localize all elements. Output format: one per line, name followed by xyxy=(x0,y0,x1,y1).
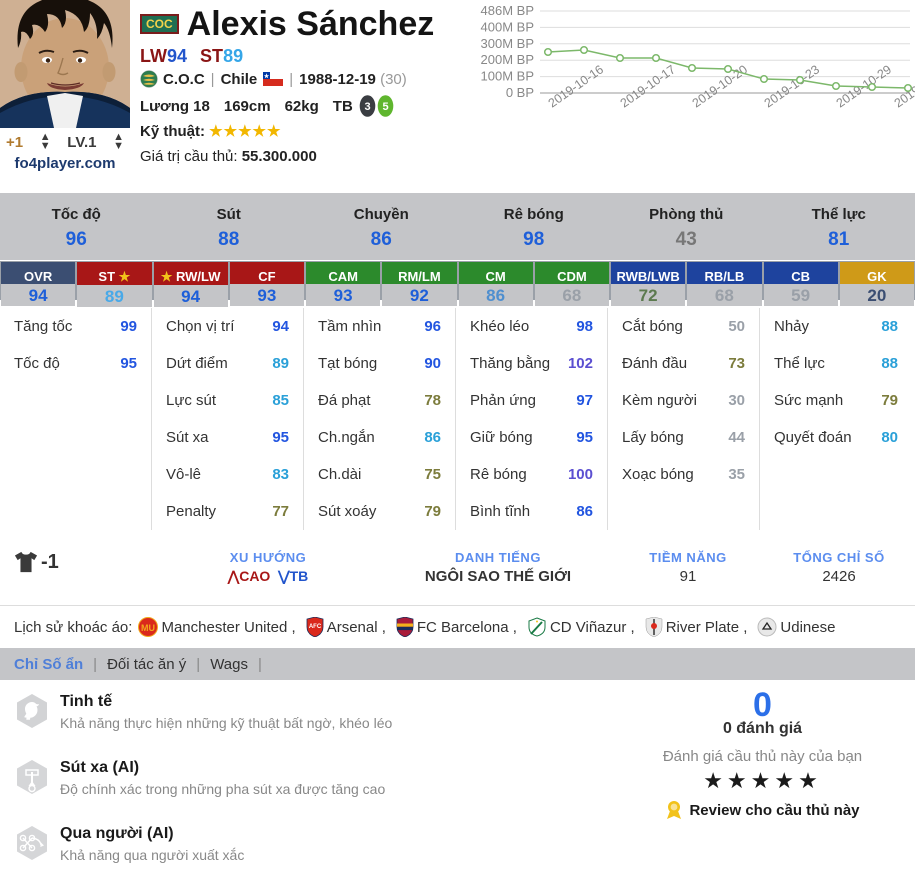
svg-text:5: 5 xyxy=(382,101,388,113)
svg-text:AFC: AFC xyxy=(309,624,322,630)
svg-text:3: 3 xyxy=(364,101,370,113)
svg-text:2019-10-16: 2019-10-16 xyxy=(546,62,606,110)
svg-text:200M BP: 200M BP xyxy=(481,52,534,67)
svg-text:2019-10-17: 2019-10-17 xyxy=(618,62,678,110)
svg-text:MU: MU xyxy=(141,623,155,633)
svg-text:0 BP: 0 BP xyxy=(506,85,534,100)
svg-text:100M BP: 100M BP xyxy=(481,69,534,84)
svg-text:300M BP: 300M BP xyxy=(481,36,534,51)
svg-text:2019-10-23: 2019-10-23 xyxy=(762,62,822,110)
svg-text:486M BP: 486M BP xyxy=(481,3,534,18)
svg-text:400M BP: 400M BP xyxy=(481,19,534,34)
